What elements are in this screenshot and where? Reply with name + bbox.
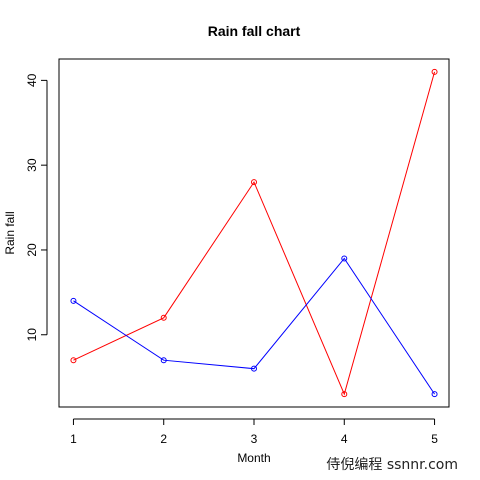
x-axis: 1 2 3 4 5 bbox=[70, 418, 438, 446]
x-tick-label: 5 bbox=[431, 432, 438, 446]
x-axis-label: Month bbox=[237, 451, 270, 465]
series-layer bbox=[70, 68, 438, 398]
x-tick-label: 3 bbox=[251, 432, 258, 446]
data-point bbox=[431, 68, 438, 75]
data-point bbox=[70, 357, 77, 364]
data-point bbox=[70, 297, 77, 304]
data-point bbox=[251, 179, 257, 186]
series-1 bbox=[70, 68, 438, 398]
plot-frame bbox=[58, 58, 450, 408]
series-2 bbox=[70, 255, 438, 398]
data-point bbox=[160, 314, 167, 321]
data-point bbox=[160, 357, 167, 364]
y-tick-label: 20 bbox=[25, 243, 39, 257]
y-tick-label: 40 bbox=[25, 73, 39, 87]
series-line bbox=[73, 71, 436, 396]
watermark: 侍倪编程 ssnnr.com bbox=[326, 457, 458, 473]
chart-title: Rain fall chart bbox=[208, 23, 301, 39]
data-point bbox=[341, 391, 348, 398]
x-tick-label: 2 bbox=[160, 432, 167, 446]
y-tick-label: 10 bbox=[25, 328, 39, 342]
y-axis: 10 20 30 40 bbox=[25, 73, 48, 342]
y-axis-label: Rain fall bbox=[3, 211, 17, 254]
data-point bbox=[341, 255, 348, 262]
x-tick-label: 4 bbox=[341, 432, 348, 446]
y-tick-label: 30 bbox=[25, 158, 39, 172]
series-line bbox=[73, 257, 435, 395]
data-point bbox=[251, 365, 257, 372]
data-point bbox=[431, 391, 438, 398]
x-tick-label: 1 bbox=[70, 432, 77, 446]
